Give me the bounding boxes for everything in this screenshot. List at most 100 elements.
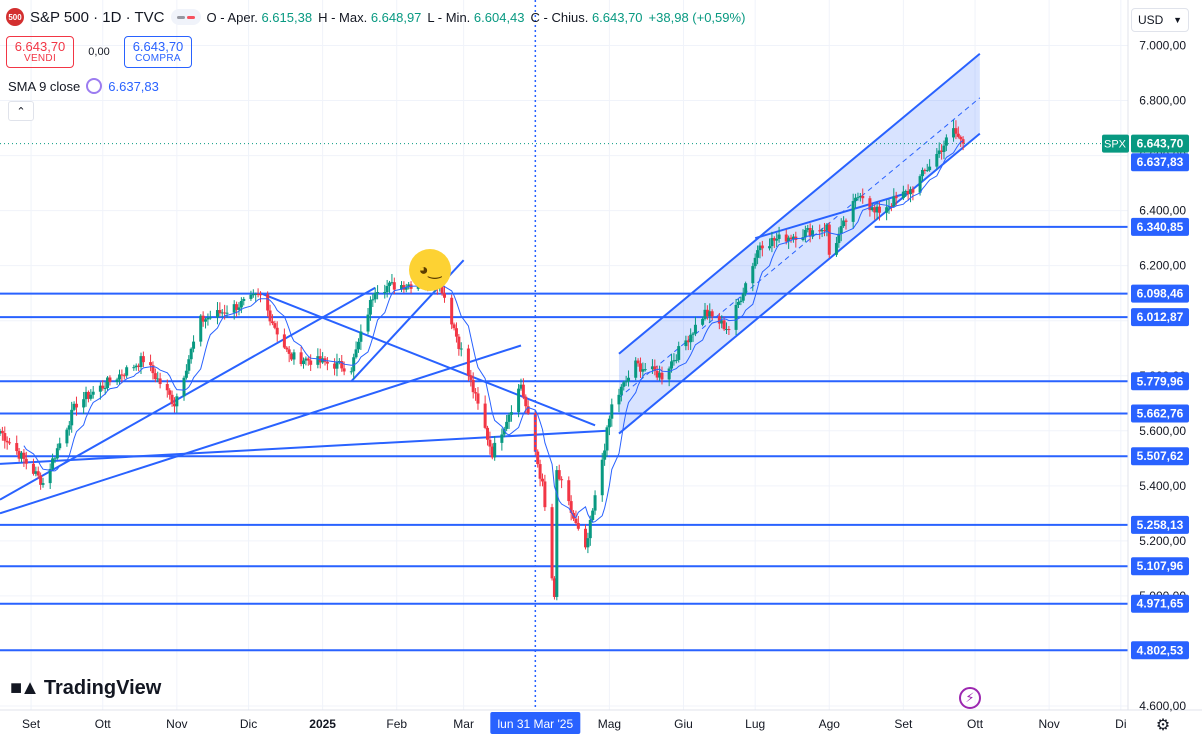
- collapse-legend-button[interactable]: ⌃: [8, 101, 34, 121]
- loading-icon: [86, 78, 103, 94]
- candle: [141, 351, 145, 368]
- candle: [5, 436, 9, 450]
- candle: [390, 274, 394, 285]
- candle: [588, 515, 592, 546]
- candle: [725, 322, 729, 334]
- candle-body: [86, 391, 90, 399]
- candle: [536, 449, 540, 468]
- candle-body: [65, 429, 69, 444]
- candle: [873, 204, 877, 220]
- candle: [268, 304, 272, 326]
- candle: [15, 435, 19, 455]
- candle-body: [622, 382, 626, 387]
- candle: [89, 389, 93, 401]
- candle-body: [55, 448, 59, 459]
- candle-body: [366, 314, 370, 332]
- lightning-icon[interactable]: ⚡: [959, 687, 981, 709]
- chevron-down-icon: ▼: [1173, 15, 1182, 25]
- candle-body: [67, 425, 71, 430]
- candle: [822, 222, 826, 237]
- sweating-face-icon[interactable]: ◕‿: [409, 249, 451, 291]
- gear-icon[interactable]: ⚙: [1155, 717, 1171, 734]
- buy-label: COMPRA: [135, 52, 181, 64]
- buy-button[interactable]: 6.643,70 COMPRA: [124, 36, 192, 68]
- candle: [753, 253, 757, 269]
- candle-body: [822, 230, 826, 232]
- candle: [204, 317, 208, 329]
- candle: [3, 426, 7, 449]
- candle: [215, 302, 219, 325]
- tradingview-logo[interactable]: ■▲ TradingView: [10, 677, 161, 700]
- candle-body: [811, 230, 815, 237]
- candle-body: [634, 360, 638, 378]
- candle-body: [877, 206, 881, 213]
- candle: [266, 291, 270, 317]
- sma-tag-label: 6.637,83: [1137, 155, 1184, 169]
- candle-body: [340, 361, 344, 369]
- candle-body: [789, 237, 793, 240]
- candle: [70, 401, 74, 433]
- candle-body: [454, 328, 458, 337]
- candle-body: [937, 150, 941, 155]
- trendline: [260, 292, 596, 427]
- candle-body: [653, 366, 657, 372]
- candle-body: [591, 510, 595, 520]
- candle: [0, 426, 4, 441]
- candle-body: [739, 300, 743, 302]
- candle: [655, 365, 659, 381]
- visibility-toggle[interactable]: [170, 9, 201, 25]
- candle: [206, 313, 210, 326]
- price-tag-label: 6.643,70: [1137, 137, 1184, 151]
- candle: [937, 142, 941, 158]
- candle-body: [189, 348, 193, 360]
- candle: [153, 368, 157, 383]
- indicator-legend[interactable]: SMA 9 close 6.637,83: [8, 78, 159, 94]
- candle: [701, 316, 705, 327]
- candle-body: [309, 360, 313, 365]
- channel-lower-line: [618, 132, 981, 435]
- candle-body: [17, 451, 21, 459]
- candle: [925, 163, 929, 172]
- candle-body: [258, 294, 262, 296]
- candle-body: [928, 166, 932, 171]
- candle-body: [242, 298, 246, 301]
- candle-body: [935, 154, 939, 167]
- candle: [168, 388, 172, 400]
- candle: [940, 144, 944, 160]
- candle: [904, 189, 908, 197]
- close-label: C - Chius.: [530, 9, 589, 25]
- candle-body: [517, 388, 521, 413]
- level-tag-label: 5.507,62: [1137, 449, 1184, 463]
- level-tag-label: 6.012,87: [1137, 310, 1184, 324]
- candle-body: [149, 362, 153, 366]
- x-tick-label: Ott: [967, 717, 984, 731]
- candle-body: [287, 349, 291, 354]
- candle-body: [34, 471, 38, 474]
- candle: [337, 358, 341, 365]
- candle: [593, 490, 597, 515]
- candle-body: [533, 413, 537, 452]
- candle: [533, 410, 537, 458]
- candle-body: [220, 312, 224, 314]
- candle: [184, 364, 188, 380]
- candle: [576, 515, 580, 531]
- candle-body: [600, 459, 604, 496]
- level-tag-label: 4.802,53: [1137, 643, 1184, 657]
- level-tag: [1131, 641, 1189, 660]
- candle-body: [658, 372, 662, 378]
- candle-body: [619, 386, 623, 395]
- candle-body: [383, 291, 387, 293]
- regression-channel: [618, 53, 981, 435]
- sell-button[interactable]: 6.643,70 VENDI: [6, 36, 74, 68]
- candle: [220, 309, 224, 318]
- candle: [182, 375, 186, 401]
- trendline: [0, 286, 376, 501]
- level-tag: [1131, 594, 1189, 613]
- candle: [108, 375, 112, 386]
- currency-selector[interactable]: USD ▼: [1131, 8, 1189, 32]
- candle-body: [84, 391, 88, 400]
- candle-body: [873, 207, 877, 213]
- symbol-title[interactable]: S&P 500 · 1D · TVC: [30, 8, 165, 26]
